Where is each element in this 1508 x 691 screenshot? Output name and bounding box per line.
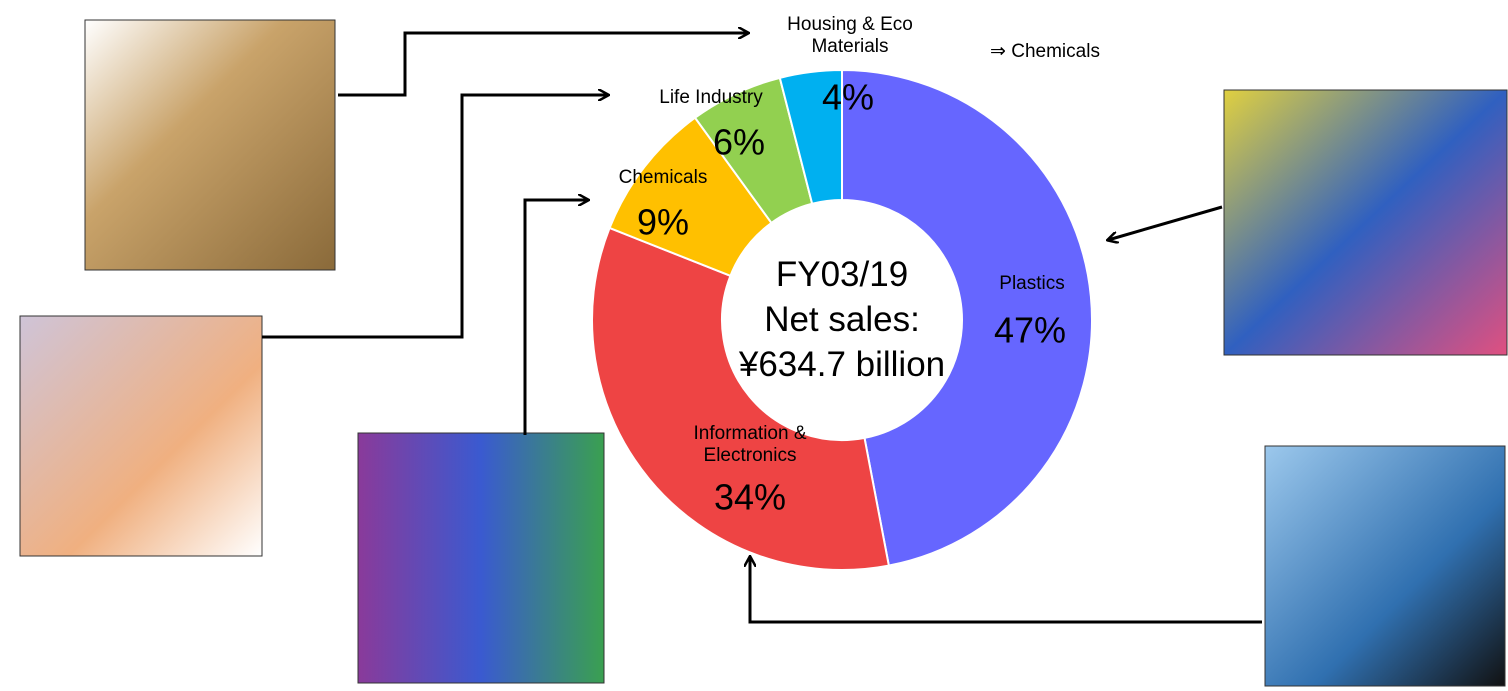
arrows [262,33,1262,624]
category-label: Chemicals [618,167,708,189]
images [19,19,1508,687]
slice [841,68,1093,567]
value-label: 6% [712,121,766,163]
tape-image [1223,89,1508,356]
slice [778,68,843,205]
category-label: Information & Electronics [693,423,807,466]
donut [591,68,1093,571]
center-text: ¥634.7 billion [738,344,946,384]
food-image [19,315,263,557]
value-label: 47% [993,309,1067,351]
flask-image [357,432,605,684]
phone-image [1264,445,1506,687]
arrow [338,33,748,97]
annotation: ⇒ Chemicals [990,41,1100,63]
value-label: 34% [713,476,787,518]
arrow [1108,205,1223,240]
center-text: Net sales: [764,299,920,339]
value-label: 4% [821,76,875,118]
value-label: 9% [636,201,690,243]
arrow [262,95,608,339]
arrow [523,200,588,435]
wood-image [84,19,336,271]
center-text: FY03/19 [775,254,909,294]
category-label: Life Industry [659,87,763,109]
slice [591,226,891,571]
category-label: Plastics [999,273,1065,295]
category-label: Housing & Eco Materials [787,14,913,57]
arrow [750,557,1262,624]
